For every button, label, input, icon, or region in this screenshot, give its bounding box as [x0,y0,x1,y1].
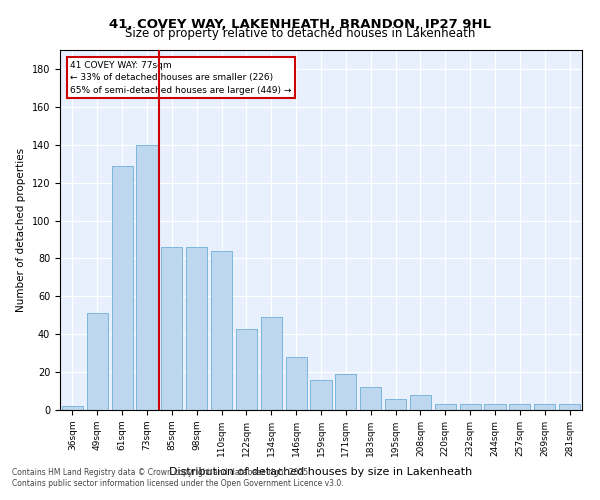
Bar [286,357,307,410]
Bar [509,404,530,410]
Bar [360,388,381,410]
Bar [484,404,506,410]
Bar [112,166,133,410]
Bar [310,380,332,410]
Y-axis label: Number of detached properties: Number of detached properties [16,148,26,312]
Text: 41, COVEY WAY, LAKENHEATH, BRANDON, IP27 9HL: 41, COVEY WAY, LAKENHEATH, BRANDON, IP27… [109,18,491,30]
Bar [211,251,232,410]
Text: Size of property relative to detached houses in Lakenheath: Size of property relative to detached ho… [125,28,475,40]
Bar [186,247,207,410]
X-axis label: Distribution of detached houses by size in Lakenheath: Distribution of detached houses by size … [169,467,473,477]
Bar [62,406,83,410]
Bar [435,404,456,410]
Bar [261,317,282,410]
Bar [460,404,481,410]
Text: Contains HM Land Registry data © Crown copyright and database right 2025.
Contai: Contains HM Land Registry data © Crown c… [12,468,344,487]
Bar [559,404,580,410]
Bar [410,395,431,410]
Bar [87,314,108,410]
Bar [335,374,356,410]
Text: 41 COVEY WAY: 77sqm
← 33% of detached houses are smaller (226)
65% of semi-detac: 41 COVEY WAY: 77sqm ← 33% of detached ho… [70,61,292,95]
Bar [385,398,406,410]
Bar [236,328,257,410]
Bar [136,144,158,410]
Bar [534,404,555,410]
Bar [161,247,182,410]
